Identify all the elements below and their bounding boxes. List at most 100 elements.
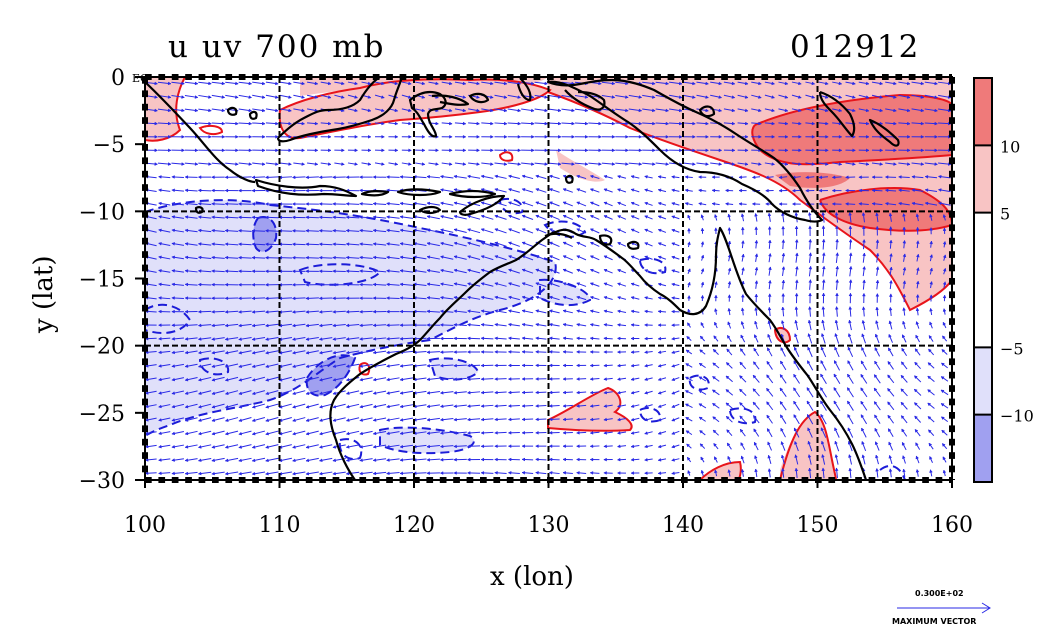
wind-vector-head <box>928 348 932 353</box>
wind-vector-head <box>194 148 199 153</box>
wind-vector-head <box>171 228 176 233</box>
wind-vector-head <box>941 362 945 367</box>
wind-vector-head <box>657 228 662 233</box>
frame-tick-left <box>142 385 148 392</box>
wind-vector-head <box>319 431 323 436</box>
frame-tick-right <box>949 291 955 299</box>
wind-vector-head <box>168 148 172 153</box>
wind-vector-head <box>726 429 730 434</box>
wind-vector-head <box>275 108 279 113</box>
wind-vector-head <box>692 134 696 139</box>
wind-vector-head <box>603 201 608 206</box>
wind-vector-head <box>652 121 656 126</box>
frame-tick-top <box>493 74 501 80</box>
wind-vector-head <box>521 377 526 381</box>
wind-vector-head <box>687 214 691 219</box>
wind-vector-head <box>158 228 162 233</box>
frame-tick-left <box>142 144 148 151</box>
wind-vector-head <box>466 444 471 449</box>
wind-vector-head <box>651 108 656 113</box>
wind-vector-head <box>292 350 296 355</box>
wind-vector-head <box>171 269 175 273</box>
wind-vector-head <box>738 175 743 180</box>
wind-vector-head <box>305 337 310 341</box>
wind-vector-head <box>739 428 744 433</box>
wind-vector-head <box>630 350 635 354</box>
wind-vector-head <box>211 377 216 382</box>
wind-vector-head <box>808 265 813 270</box>
wind-vector-head <box>462 95 467 99</box>
wind-vector-head <box>494 187 499 192</box>
wind-vector-head <box>453 377 457 382</box>
wind-vector-head <box>794 306 799 310</box>
wind-vector-head <box>657 201 662 206</box>
wind-vector-head <box>562 377 566 381</box>
wind-vector-head <box>480 309 485 313</box>
wind-vector-head <box>265 418 270 423</box>
wind-vector-head <box>821 292 826 297</box>
wind-vector-head <box>584 108 589 113</box>
wind-vector-head <box>251 418 256 423</box>
wind-vector-head <box>399 201 404 206</box>
wind-vector-head <box>589 417 594 422</box>
frame-tick-bottom <box>801 477 809 483</box>
wind-vector-head <box>184 350 189 355</box>
wind-vector-head <box>727 213 732 218</box>
wind-vector-head <box>359 444 363 449</box>
frame-tick-top <box>761 74 769 80</box>
wind-vector-head <box>718 108 723 113</box>
wind-vector-head <box>167 121 172 126</box>
wind-vector-head <box>644 175 648 179</box>
frame-tick-top <box>386 74 393 80</box>
wind-vector-head <box>942 335 946 340</box>
wind-vector-head <box>835 252 840 256</box>
wind-vector-head <box>221 121 226 126</box>
wind-vector-head <box>902 455 906 460</box>
wind-vector-head <box>184 364 189 368</box>
wind-vector-head <box>265 323 269 328</box>
wind-vector-head <box>665 121 670 126</box>
wind-vector-head <box>507 470 512 475</box>
wind-vector-head <box>920 162 925 166</box>
wind-vector-head <box>359 404 364 409</box>
wind-vector-head <box>476 134 480 139</box>
wind-vector-head <box>265 255 269 260</box>
frame-tick-top <box>882 74 889 80</box>
wind-vector-head <box>265 391 270 396</box>
wind-vector-head <box>448 81 453 86</box>
wind-vector-head <box>535 214 540 219</box>
wind-vector-head <box>562 390 567 395</box>
wind-vector-head <box>714 456 718 461</box>
frame-tick-bottom <box>480 477 487 483</box>
wind-vector-head <box>744 162 749 166</box>
frame-tick-bottom <box>506 477 514 483</box>
wind-vector-head <box>685 403 689 407</box>
frame-tick-top <box>520 74 527 80</box>
wind-vector-head <box>657 404 662 408</box>
wind-vector-head <box>589 188 594 192</box>
wind-vector-head <box>372 458 377 462</box>
frame-tick-top <box>305 74 313 80</box>
wind-vector-head <box>811 134 816 139</box>
wind-vector-head <box>657 255 662 260</box>
wind-vector-head <box>811 148 816 153</box>
wind-vector-head <box>354 81 359 86</box>
wind-vector-head <box>685 349 690 354</box>
wind-vector-head <box>725 402 730 407</box>
wind-vector-head <box>359 471 363 476</box>
wind-vector-head <box>251 350 256 355</box>
wind-vector-head <box>439 471 444 475</box>
wind-vector-head <box>889 253 893 257</box>
wind-vector-head <box>818 202 823 206</box>
wind-vector-head <box>875 467 879 472</box>
wind-vector-head <box>699 430 704 434</box>
wind-vector-head <box>727 307 732 312</box>
wind-vector-head <box>359 377 364 382</box>
wind-vector-head <box>265 202 269 206</box>
wind-vector-head <box>617 188 621 192</box>
wind-vector-head <box>197 337 202 341</box>
wind-vector-head <box>740 334 744 339</box>
wind-vector-head <box>821 252 826 256</box>
wind-vector-head <box>345 309 350 314</box>
wind-vector-head <box>328 148 332 153</box>
